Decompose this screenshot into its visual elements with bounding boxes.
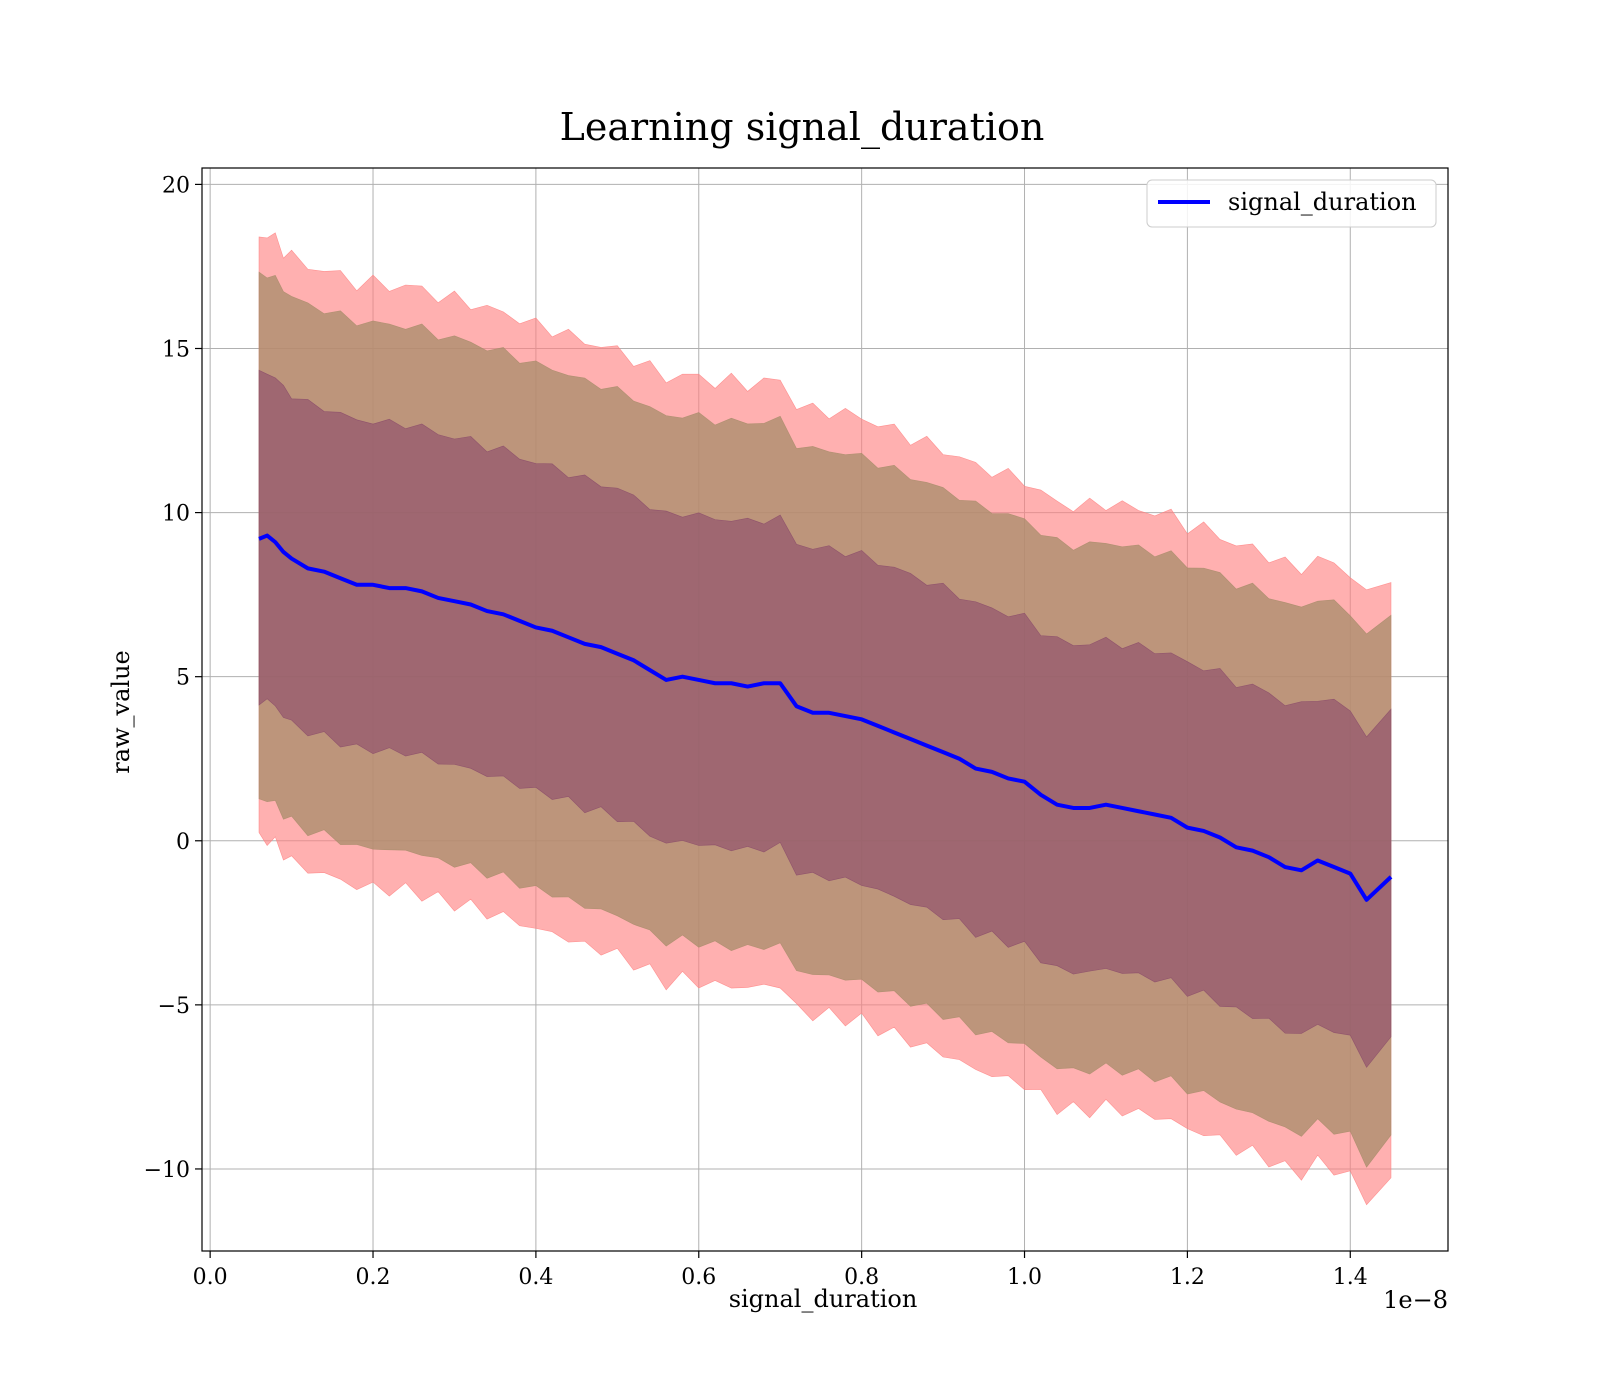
series-line-signal-duration [258, 533, 1393, 902]
x-tick-label: 0.6 [681, 1265, 716, 1290]
x-axis-label: signal_duration [729, 1285, 918, 1313]
y-tick-label: 15 [162, 338, 190, 363]
x-tick-label: 0.2 [356, 1265, 391, 1290]
chart-title: Learning signal_duration [560, 105, 1045, 150]
x-tick-label: 1.0 [1007, 1265, 1042, 1290]
x-axis-offset-label: 1e−8 [1383, 1286, 1448, 1314]
plot-frame [201, 167, 1449, 1252]
x-axis-ticks: 0.0 0.2 0.4 0.6 0.8 1.0 1.2 1.4 [193, 1251, 1368, 1290]
x-tick-label: 0.4 [518, 1265, 553, 1290]
x-tick-label: 0.8 [844, 1265, 879, 1290]
band-inner [258, 369, 1392, 1068]
x-tick-label: 1.2 [1170, 1265, 1205, 1290]
series-lines [258, 533, 1393, 902]
y-tick-label: 20 [162, 173, 190, 198]
y-tick-label: 10 [162, 502, 190, 527]
y-tick-label: −5 [158, 994, 190, 1019]
x-tick-label: 1.4 [1333, 1265, 1368, 1290]
y-tick-label: 5 [176, 666, 190, 691]
x-tick-label: 0.0 [193, 1265, 228, 1290]
y-axis-label: raw_value [107, 650, 135, 774]
legend-label: signal_duration [1228, 188, 1417, 216]
legend-box [1146, 179, 1437, 228]
legend: signal_duration [1146, 179, 1437, 228]
y-axis-ticks: −10 −5 0 5 10 15 20 [144, 173, 202, 1183]
y-tick-label: 0 [176, 830, 190, 855]
y-tick-label: −10 [144, 1158, 190, 1183]
confidence-bands [258, 232, 1392, 1206]
